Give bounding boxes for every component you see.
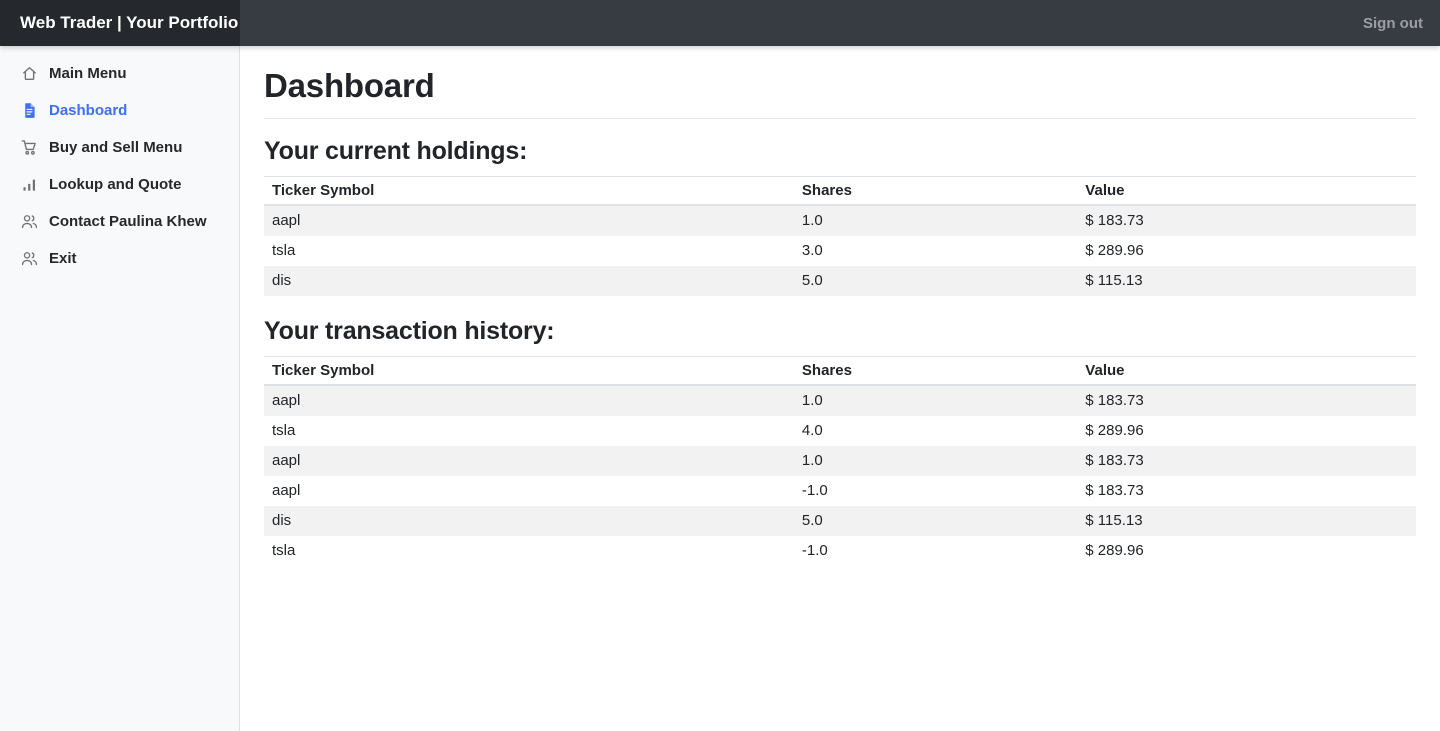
sidebar-item-buy-sell-menu[interactable]: Buy and Sell Menu — [0, 129, 239, 166]
sidebar-item-label: Buy and Sell Menu — [49, 139, 183, 156]
holdings-cell: 5.0 — [801, 272, 823, 289]
holdings-heading: Your current holdings: — [264, 137, 528, 165]
bar-chart-icon — [20, 176, 38, 194]
transactions-table-body: aapl 1.0 $ 183.73 tsla 4.0 $ 289.96 aapl 1.0 $ 1… — [264, 385, 1416, 566]
sidebar-menu: Main Menu Dashboard Buy and Sell Menu Looku… — [0, 55, 239, 277]
title-divider — [264, 118, 1416, 119]
transactions-cell: 1.0 — [801, 452, 823, 469]
transactions-cell: $ 289.96 — [1085, 422, 1144, 439]
sidebar: Main Menu Dashboard Buy and Sell Menu Looku… — [0, 46, 240, 731]
transactions-cell: tsla — [272, 422, 296, 439]
transactions-cell: $ 183.73 — [1085, 452, 1144, 469]
transactions-cell: tsla — [272, 542, 296, 559]
transactions-cell: $ 183.73 — [1085, 482, 1144, 499]
transactions-cell: $ 183.73 — [1085, 392, 1144, 409]
transactions-cell: aapl — [272, 482, 301, 499]
holdings-cell: 3.0 — [801, 242, 823, 259]
sidebar-item-label: Lookup and Quote — [49, 176, 182, 193]
transactions-cell: $ 289.96 — [1085, 542, 1144, 559]
transactions-table-row: dis 5.0 $ 115.13 — [264, 506, 1416, 536]
holdings-cell: $ 289.96 — [1085, 242, 1144, 259]
transactions-cell: 5.0 — [801, 512, 823, 529]
holdings-cell: $ 115.13 — [1085, 272, 1143, 289]
sidebar-item-contact[interactable]: Contact Paulina Khew — [0, 203, 239, 240]
transactions-cell: -1.0 — [801, 482, 828, 499]
cart-icon — [20, 139, 38, 157]
transactions-col-header: Shares — [793, 356, 1078, 386]
holdings-table-row: aapl 1.0 $ 183.73 — [264, 205, 1416, 236]
users-icon — [20, 250, 38, 268]
transactions-table-row: aapl 1.0 $ 183.73 — [264, 446, 1416, 476]
holdings-col-header: Ticker Symbol — [264, 176, 794, 206]
file-text-icon — [20, 102, 38, 120]
house-icon — [20, 65, 38, 83]
sidebar-item-main-menu[interactable]: Main Menu — [0, 55, 239, 92]
transactions-cell: $ 115.13 — [1085, 512, 1143, 529]
holdings-cell: aapl — [272, 212, 301, 229]
holdings-col-header: Shares — [793, 176, 1078, 206]
main-content: Dashboard Your current holdings: Ticker … — [240, 46, 1440, 731]
transactions-cell: aapl — [272, 392, 301, 409]
holdings-table: Ticker Symbol Shares Value aapl 1.0 $ 183.73… — [264, 176, 1416, 296]
transactions-table-row: aapl 1.0 $ 183.73 — [264, 385, 1416, 416]
page-title: Dashboard — [264, 67, 435, 104]
transactions-col-header: Value — [1077, 356, 1416, 386]
sidebar-item-label: Contact Paulina Khew — [49, 213, 207, 230]
users-icon — [20, 213, 38, 231]
holdings-cell: dis — [272, 272, 292, 289]
holdings-header-row: Ticker Symbol Shares Value — [264, 176, 1416, 206]
page-layout: Main Menu Dashboard Buy and Sell Menu Looku… — [0, 46, 1440, 731]
holdings-table-body: aapl 1.0 $ 183.73 tsla 3.0 $ 289.96 dis 5.0 $ 11… — [264, 205, 1416, 296]
top-navbar: Web Trader | Your Portfolio Sign out — [0, 0, 1440, 46]
transactions-cell: 4.0 — [801, 422, 823, 439]
holdings-cell: $ 183.73 — [1085, 212, 1144, 229]
sign-out-link[interactable]: Sign out — [1363, 14, 1423, 32]
transactions-header-row: Ticker Symbol Shares Value — [264, 356, 1416, 386]
holdings-table-row: dis 5.0 $ 115.13 — [264, 266, 1416, 296]
transactions-heading: Your transaction history: — [264, 317, 555, 345]
sidebar-item-dashboard[interactable]: Dashboard — [0, 92, 239, 129]
holdings-table-row: tsla 3.0 $ 289.96 — [264, 236, 1416, 266]
transactions-cell: 1.0 — [801, 392, 823, 409]
transactions-col-header: Ticker Symbol — [264, 356, 794, 386]
transactions-table: Ticker Symbol Shares Value aapl 1.0 $ 183.73… — [264, 356, 1416, 566]
holdings-col-header: Value — [1077, 176, 1416, 206]
transactions-cell: aapl — [272, 452, 301, 469]
transactions-cell: dis — [272, 512, 292, 529]
holdings-cell: tsla — [272, 242, 296, 259]
transactions-table-row: tsla -1.0 $ 289.96 — [264, 536, 1416, 566]
sidebar-item-label: Dashboard — [49, 102, 128, 119]
transactions-cell: -1.0 — [801, 542, 828, 559]
sidebar-item-exit[interactable]: Exit — [0, 240, 239, 277]
sidebar-item-label: Exit — [49, 250, 77, 267]
transactions-table-row: tsla 4.0 $ 289.96 — [264, 416, 1416, 446]
app-brand: Web Trader | Your Portfolio — [0, 0, 240, 46]
holdings-cell: 1.0 — [801, 212, 823, 229]
sidebar-item-lookup-and-quote[interactable]: Lookup and Quote — [0, 166, 239, 203]
transactions-table-row: aapl -1.0 $ 183.73 — [264, 476, 1416, 506]
sidebar-item-label: Main Menu — [49, 65, 127, 82]
